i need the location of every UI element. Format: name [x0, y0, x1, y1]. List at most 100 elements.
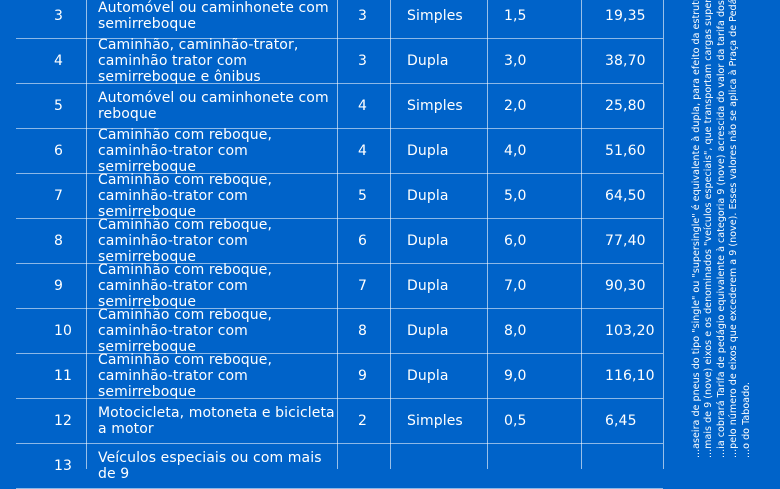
fare-cell: 38,70 [581, 39, 663, 83]
description-cell: Caminhão com reboque, caminhão-trator co… [86, 217, 336, 265]
multiplier-cell: 3,0 [487, 39, 580, 83]
category-cell: 9 [16, 264, 85, 308]
multiplier-cell-text: 2,0 [504, 98, 527, 114]
description-cell-text: Automóvel ou caminhonete com reboque [98, 90, 329, 122]
tyre-type-cell: Dupla [390, 39, 486, 83]
axles-cell: 5 [337, 174, 389, 218]
table-row: 9 Caminhão com reboque, caminhão-trator c… [16, 262, 663, 310]
axles-cell-text: 4 [358, 143, 368, 159]
table-row: 6 Caminhão com reboque, caminhão-trator c… [16, 127, 663, 175]
multiplier-cell: 5,0 [487, 174, 580, 218]
axles-cell: 8 [337, 309, 389, 353]
fare-cell-text: 90,30 [605, 278, 646, 294]
description-cell: Caminhão com reboque, caminhão-trator co… [86, 262, 336, 310]
fare-cell-text: 6,45 [605, 413, 637, 429]
side-note-line-2: ...mais de 9 (nove) eixos e os denominad… [703, 0, 715, 458]
description-cell: Caminhão, caminhão-trator, caminhão trat… [86, 37, 336, 85]
fare-cell-text: 64,50 [605, 188, 646, 204]
tyre-type-cell: Simples [390, 0, 486, 38]
axles-cell: 3 [337, 39, 389, 83]
multiplier-cell: 2,0 [487, 84, 580, 128]
axles-cell: 4 [337, 84, 389, 128]
description-cell-text: Caminhão com reboque, caminhão-trator co… [98, 127, 273, 175]
fare-cell-text: 77,40 [605, 233, 646, 249]
side-note-line-1: ...aseira de pneus do tipo "single" ou "… [691, 0, 702, 458]
fare-cell: 103,20 [581, 309, 663, 353]
tyre-type-cell-text: Dupla [407, 323, 449, 339]
table-row: 13 Veículos especiais ou com mais de 9 [16, 444, 663, 489]
column-divider [663, 0, 664, 469]
description-cell: Caminhão com reboque, caminhão-trator co… [86, 307, 336, 355]
multiplier-cell-text: 3,0 [504, 53, 527, 69]
tyre-type-cell-text: Dupla [407, 368, 449, 384]
category-cell: 10 [16, 309, 85, 353]
multiplier-cell-text: 1,5 [504, 8, 527, 24]
tyre-type-cell: Dupla [390, 354, 486, 398]
tyre-type-cell-text: Dupla [407, 53, 449, 69]
axles-cell-text: 3 [358, 53, 368, 69]
category-cell: 12 [16, 399, 85, 443]
column-divider [337, 0, 338, 469]
multiplier-cell [487, 444, 580, 488]
fare-cell [581, 444, 663, 488]
fare-cell: 116,10 [581, 354, 663, 398]
side-note-line-3: ...ia cobrará Tarifa de pedágio equivale… [715, 0, 727, 458]
table-row: 7 Caminhão com reboque, caminhão-trator c… [16, 172, 663, 220]
table-row: 11 Caminhão com reboque, caminhão-trator … [16, 352, 663, 400]
description-cell-text: Caminhão, caminhão-trator, caminhão trat… [98, 37, 299, 85]
category-cell: 8 [16, 219, 85, 263]
category-cell-text: 4 [54, 53, 64, 69]
axles-cell-text: 2 [358, 413, 368, 429]
tyre-type-cell [390, 444, 486, 488]
multiplier-cell: 4,0 [487, 129, 580, 173]
category-cell-text: 6 [54, 143, 64, 159]
category-cell-text: 11 [54, 368, 73, 384]
axles-cell [337, 444, 389, 488]
fare-cell: 6,45 [581, 399, 663, 443]
multiplier-cell-text: 7,0 [504, 278, 527, 294]
column-divider [581, 0, 582, 469]
category-cell: 13 [16, 444, 85, 488]
multiplier-cell: 8,0 [487, 309, 580, 353]
description-cell-text: Caminhão com reboque, caminhão-trator co… [98, 172, 273, 220]
multiplier-cell: 6,0 [487, 219, 580, 263]
description-cell: Caminhão com reboque, caminhão-trator co… [86, 352, 336, 400]
category-cell-text: 7 [54, 188, 64, 204]
description-cell-text: Motocicleta, motoneta e bicicleta a moto… [98, 405, 335, 437]
side-note: ...aseira de pneus do tipo "single" ou "… [685, 0, 780, 470]
description-cell-text: Caminhão com reboque, caminhão-trator co… [98, 307, 273, 355]
axles-cell-text: 6 [358, 233, 368, 249]
multiplier-cell-text: 0,5 [504, 413, 527, 429]
tyre-type-cell: Dupla [390, 129, 486, 173]
tyre-type-cell: Simples [390, 399, 486, 443]
description-cell: Veículos especiais ou com mais de 9 [86, 444, 336, 488]
description-cell-text: Caminhão com reboque, caminhão-trator co… [98, 352, 273, 400]
column-divider [390, 0, 391, 469]
side-note-line-5: ...o do Taboado. [740, 382, 752, 458]
table-row: 4 Caminhão, caminhão-trator, caminhão tra… [16, 37, 663, 85]
multiplier-cell: 9,0 [487, 354, 580, 398]
fare-cell: 64,50 [581, 174, 663, 218]
table-row: 10 Caminhão com reboque, caminhão-trator … [16, 307, 663, 355]
multiplier-cell-text: 6,0 [504, 233, 527, 249]
multiplier-cell: 0,5 [487, 399, 580, 443]
category-cell-text: 12 [54, 413, 73, 429]
side-note-line-4: ...pelo número de eixos que excederem a … [728, 0, 740, 458]
category-cell-text: 13 [54, 458, 73, 474]
fare-cell: 51,60 [581, 129, 663, 173]
table-row: 5 Automóvel ou caminhonete com reboque 4 Si… [16, 84, 663, 129]
axles-cell-text: 4 [358, 98, 368, 114]
axles-cell: 3 [337, 0, 389, 38]
axles-cell: 7 [337, 264, 389, 308]
axles-cell: 4 [337, 129, 389, 173]
tyre-type-cell: Dupla [390, 309, 486, 353]
description-cell-text: Caminhão com reboque, caminhão-trator co… [98, 217, 273, 265]
table-row: 3 Automóvel ou caminhonete com semirreboq… [16, 0, 663, 39]
tyre-type-cell-text: Simples [407, 413, 463, 429]
description-cell-text: Automóvel ou caminhonete com semirreboqu… [98, 0, 329, 32]
fare-cell: 77,40 [581, 219, 663, 263]
fare-cell-text: 25,80 [605, 98, 646, 114]
category-cell-text: 10 [54, 323, 73, 339]
tyre-type-cell-text: Simples [407, 8, 463, 24]
column-divider [487, 0, 488, 469]
